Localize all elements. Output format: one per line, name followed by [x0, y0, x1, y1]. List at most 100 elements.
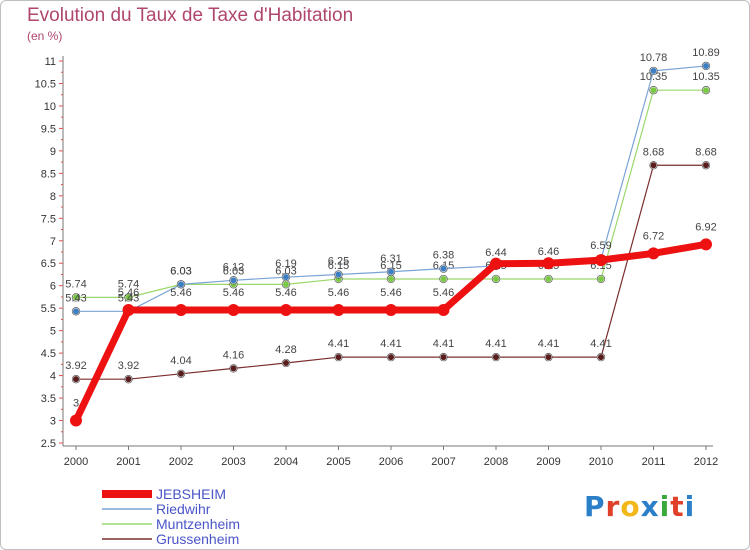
- x-tick-label: 2010: [589, 456, 613, 468]
- legend-label-grussenheim: Grussenheim: [156, 531, 240, 547]
- grussenheim-point: [73, 376, 79, 383]
- y-tick-label: 7.5: [41, 213, 56, 225]
- legend-label-muntzenheim: Muntzenheim: [156, 516, 241, 532]
- jebsheim-data-label: 5.46: [170, 287, 191, 299]
- y-tick-label: 9.5: [41, 123, 56, 135]
- muntzenheim-point: [493, 275, 499, 282]
- muntzenheim-data-label: 6.03: [170, 265, 191, 277]
- grussenheim-data-label: 4.41: [590, 338, 611, 350]
- riedwihr-data-label: 5.43: [118, 292, 139, 304]
- riedwihr-point: [230, 277, 237, 284]
- grussenheim-data-label: 4.41: [328, 338, 349, 350]
- riedwihr-point: [178, 281, 184, 288]
- jebsheim-point: [647, 247, 660, 260]
- y-tick-label: 9: [50, 146, 56, 158]
- jebsheim-data-label: 6.72: [643, 230, 664, 242]
- y-tick-label: 4.5: [41, 348, 56, 360]
- x-tick-label: 2003: [221, 456, 245, 468]
- x-tick-label: 2005: [326, 456, 350, 468]
- x-tick-label: 2006: [379, 456, 403, 468]
- y-tick-label: 7: [50, 236, 56, 248]
- muntzenheim-data-label: 10.35: [640, 71, 668, 83]
- logo-letter: i: [684, 490, 696, 523]
- muntzenheim-point: [650, 87, 657, 94]
- grussenheim-data-label: 4.41: [538, 338, 559, 350]
- grussenheim-data-label: 4.28: [275, 344, 296, 356]
- x-tick-label: 2012: [694, 456, 718, 468]
- x-tick-label: 2011: [642, 456, 666, 468]
- riedwihr-data-label: 6.46: [538, 246, 559, 258]
- riedwihr-data-label: 6.59: [590, 240, 611, 252]
- grussenheim-data-label: 3.92: [118, 360, 139, 372]
- jebsheim-data-label: 5.46: [275, 287, 296, 299]
- x-tick-label: 2002: [169, 456, 193, 468]
- muntzenheim-data-label: 6.15: [328, 260, 349, 272]
- jebsheim-point: [122, 303, 135, 316]
- muntzenheim-data-label: 6.15: [380, 260, 401, 272]
- riedwihr-data-label: 10.78: [640, 52, 668, 64]
- legend-label-jebsheim: JEBSHEIM: [156, 486, 227, 502]
- jebsheim-data-label: 5.46: [223, 287, 244, 299]
- grussenheim-data-label: 4.41: [380, 338, 401, 350]
- grussenheim-point: [178, 370, 184, 377]
- grussenheim-point: [283, 360, 289, 367]
- x-tick-label: 2004: [274, 456, 298, 468]
- y-tick-label: 6.5: [41, 258, 56, 270]
- muntzenheim-data-label: 5.74: [65, 278, 86, 290]
- y-tick-label: 5: [50, 326, 56, 338]
- grussenheim-point: [545, 354, 552, 361]
- muntzenheim-point: [703, 87, 709, 94]
- legend-label-riedwihr: Riedwihr: [156, 501, 211, 517]
- chart-title: Evolution du Taux de Taxe d'Habitation: [27, 5, 354, 26]
- jebsheim-point: [542, 257, 555, 270]
- muntzenheim-point: [440, 275, 447, 282]
- grussenheim-point: [598, 354, 604, 361]
- jebsheim-point: [490, 257, 502, 270]
- riedwihr-point: [703, 62, 709, 69]
- jebsheim-point: [280, 303, 292, 316]
- muntzenheim-point: [283, 281, 289, 288]
- x-tick-label: 2009: [536, 456, 560, 468]
- riedwihr-data-label: 6.44: [485, 247, 506, 259]
- logo-letter: P: [584, 490, 606, 523]
- x-tick-label: 2000: [64, 456, 88, 468]
- grussenheim-data-label: 4.04: [170, 355, 191, 367]
- muntzenheim-point: [388, 275, 394, 282]
- y-tick-label: 2.5: [41, 438, 56, 450]
- x-tick-label: 2008: [484, 456, 508, 468]
- grussenheim-data-label: 3.92: [65, 360, 86, 372]
- grussenheim-data-label: 8.68: [695, 146, 716, 158]
- x-tick-label: 2001: [116, 456, 140, 468]
- grussenheim-point: [650, 162, 657, 169]
- jebsheim-data-label: 3: [73, 398, 79, 410]
- y-tick-label: 5.5: [41, 303, 56, 315]
- riedwihr-data-label: 5.43: [65, 292, 86, 304]
- y-tick-label: 10: [44, 101, 56, 113]
- riedwihr-data-label: 10.89: [692, 47, 720, 59]
- proxiti-logo: Proxiti: [584, 490, 695, 523]
- riedwihr-point: [388, 268, 394, 275]
- grussenheim-data-label: 4.41: [485, 338, 506, 350]
- riedwihr-point: [283, 274, 289, 281]
- logo-letter: o: [620, 490, 641, 523]
- jebsheim-data-label: 5.46: [118, 287, 139, 299]
- grussenheim-point: [335, 354, 342, 361]
- grussenheim-point: [703, 162, 709, 169]
- grussenheim-data-label: 4.41: [433, 338, 454, 350]
- y-tick-label: 3: [50, 416, 56, 428]
- series-jebsheim: 3 5.46 5.46 5.46 5.46 5.46 5.46 5.46 6.72 6.92: [70, 221, 717, 427]
- logo-letter: x: [640, 490, 660, 523]
- logo-letter: i: [659, 490, 671, 523]
- logo-letter: t: [670, 490, 685, 523]
- muntzenheim-point: [125, 294, 132, 301]
- muntzenheim-point: [73, 294, 79, 301]
- y-tick-label: 8: [50, 191, 56, 203]
- muntzenheim-data-label: 10.35: [692, 71, 720, 83]
- y-tick-label: 4: [50, 371, 56, 383]
- grussenheim-point: [493, 354, 499, 361]
- grussenheim-point: [230, 365, 237, 372]
- jebsheim-point: [227, 303, 240, 316]
- jebsheim-point: [332, 303, 345, 316]
- riedwihr-data-label: 6.19: [275, 258, 296, 270]
